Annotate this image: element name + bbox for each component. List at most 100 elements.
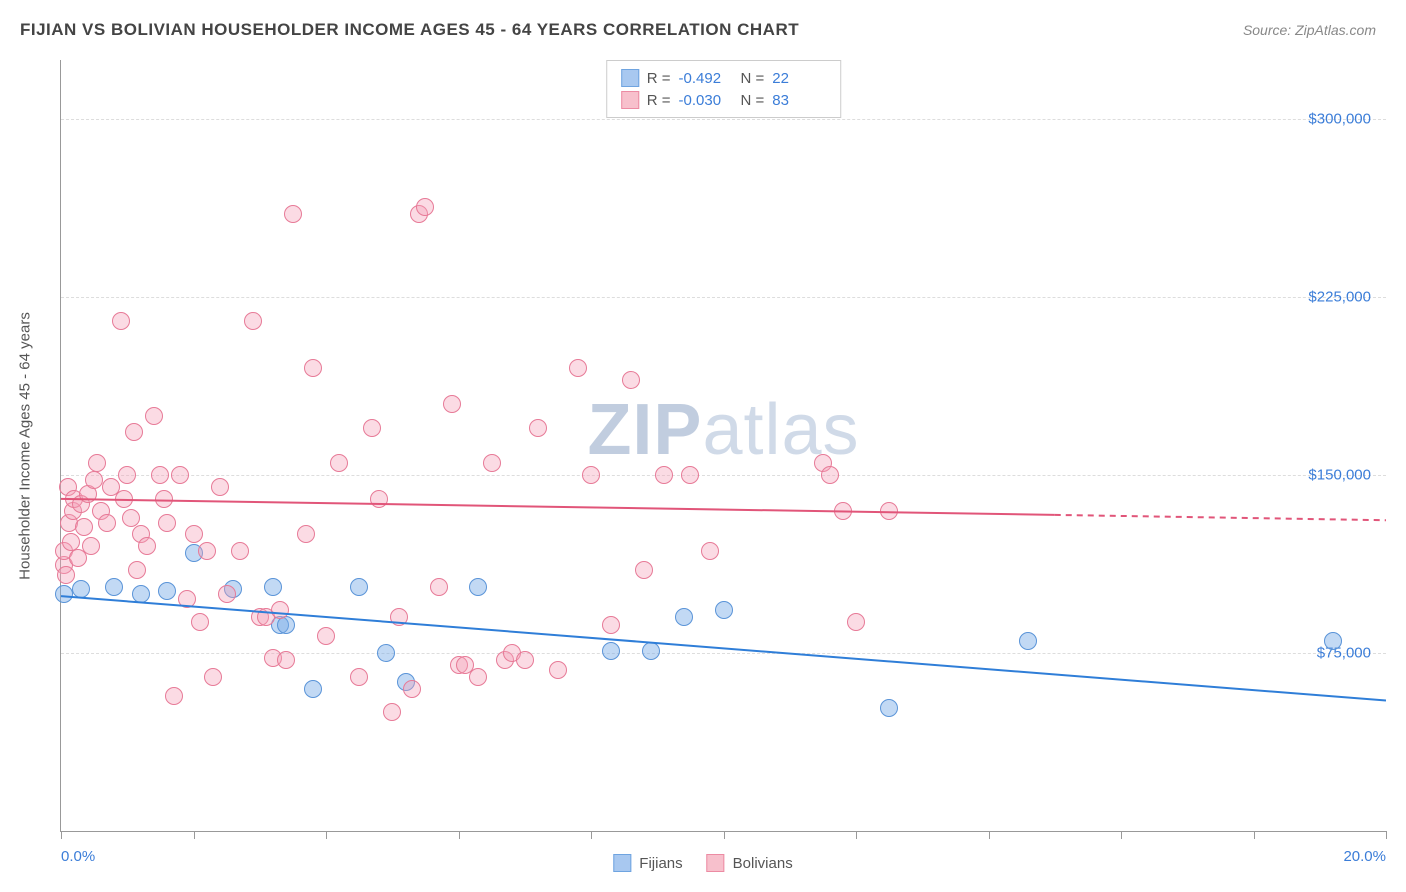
data-point [55, 585, 73, 603]
legend: Fijians Bolivians [613, 854, 792, 872]
data-point [350, 668, 368, 686]
data-point [198, 542, 216, 560]
data-point [244, 312, 262, 330]
data-point [171, 466, 189, 484]
data-point [1324, 632, 1342, 650]
n-value-fijians: 22 [772, 70, 826, 87]
gridline [61, 119, 1386, 120]
data-point [165, 687, 183, 705]
data-point [231, 542, 249, 560]
x-tick [856, 831, 857, 839]
data-point [115, 490, 133, 508]
data-point [483, 454, 501, 472]
x-tick [1254, 831, 1255, 839]
y-tick-label: $300,000 [1308, 111, 1371, 128]
data-point [317, 627, 335, 645]
data-point [655, 466, 673, 484]
data-point [602, 616, 620, 634]
x-tick [61, 831, 62, 839]
data-point [635, 561, 653, 579]
data-point [469, 578, 487, 596]
data-point [675, 608, 693, 626]
data-point [297, 525, 315, 543]
swatch-bolivians [621, 91, 639, 109]
x-tick [194, 831, 195, 839]
data-point [98, 514, 116, 532]
data-point [155, 490, 173, 508]
y-tick-label: $150,000 [1308, 467, 1371, 484]
data-point [363, 419, 381, 437]
x-tick [591, 831, 592, 839]
data-point [284, 205, 302, 223]
legend-item-fijians: Fijians [613, 854, 682, 872]
gridline [61, 653, 1386, 654]
data-point [304, 680, 322, 698]
data-point [880, 502, 898, 520]
x-axis-max-label: 20.0% [1343, 848, 1386, 865]
data-point [62, 533, 80, 551]
legend-label-fijians: Fijians [639, 855, 682, 872]
stats-row-fijians: R = -0.492 N = 22 [621, 67, 827, 89]
n-label: N = [741, 92, 765, 109]
data-point [264, 578, 282, 596]
data-point [112, 312, 130, 330]
x-tick [1386, 831, 1387, 839]
data-point [1019, 632, 1037, 650]
y-tick-label: $225,000 [1308, 289, 1371, 306]
chart-header: FIJIAN VS BOLIVIAN HOUSEHOLDER INCOME AG… [0, 0, 1406, 50]
stats-row-bolivians: R = -0.030 N = 83 [621, 89, 827, 111]
data-point [715, 601, 733, 619]
data-point [118, 466, 136, 484]
data-point [880, 699, 898, 717]
r-label: R = [647, 70, 671, 87]
data-point [516, 651, 534, 669]
data-point [178, 590, 196, 608]
legend-swatch-bolivians [707, 854, 725, 872]
data-point [582, 466, 600, 484]
data-point [569, 359, 587, 377]
data-point [622, 371, 640, 389]
data-point [701, 542, 719, 560]
data-point [132, 585, 150, 603]
data-point [642, 642, 660, 660]
data-point [128, 561, 146, 579]
data-point [138, 537, 156, 555]
watermark-bold: ZIP [587, 390, 702, 470]
n-label: N = [741, 70, 765, 87]
data-point [82, 537, 100, 555]
data-point [105, 578, 123, 596]
data-point [403, 680, 421, 698]
data-point [443, 395, 461, 413]
data-point [204, 668, 222, 686]
legend-label-bolivians: Bolivians [733, 855, 793, 872]
data-point [218, 585, 236, 603]
x-axis-min-label: 0.0% [61, 848, 95, 865]
data-point [191, 613, 209, 631]
data-point [122, 509, 140, 527]
legend-item-bolivians: Bolivians [707, 854, 793, 872]
data-point [370, 490, 388, 508]
data-point [529, 419, 547, 437]
legend-swatch-fijians [613, 854, 631, 872]
r-value-fijians: -0.492 [679, 70, 733, 87]
data-point [185, 525, 203, 543]
data-point [390, 608, 408, 626]
data-point [211, 478, 229, 496]
data-point [821, 466, 839, 484]
data-point [72, 580, 90, 598]
r-value-bolivians: -0.030 [679, 92, 733, 109]
source-label: Source: ZipAtlas.com [1243, 22, 1376, 38]
data-point [330, 454, 348, 472]
data-point [416, 198, 434, 216]
y-tick-label: $75,000 [1317, 645, 1371, 662]
data-point [549, 661, 567, 679]
watermark-light: atlas [702, 390, 859, 470]
x-tick [1121, 831, 1122, 839]
n-value-bolivians: 83 [772, 92, 826, 109]
gridline [61, 475, 1386, 476]
data-point [834, 502, 852, 520]
regression-lines [61, 60, 1386, 831]
data-point [151, 466, 169, 484]
data-point [383, 703, 401, 721]
data-point [158, 514, 176, 532]
